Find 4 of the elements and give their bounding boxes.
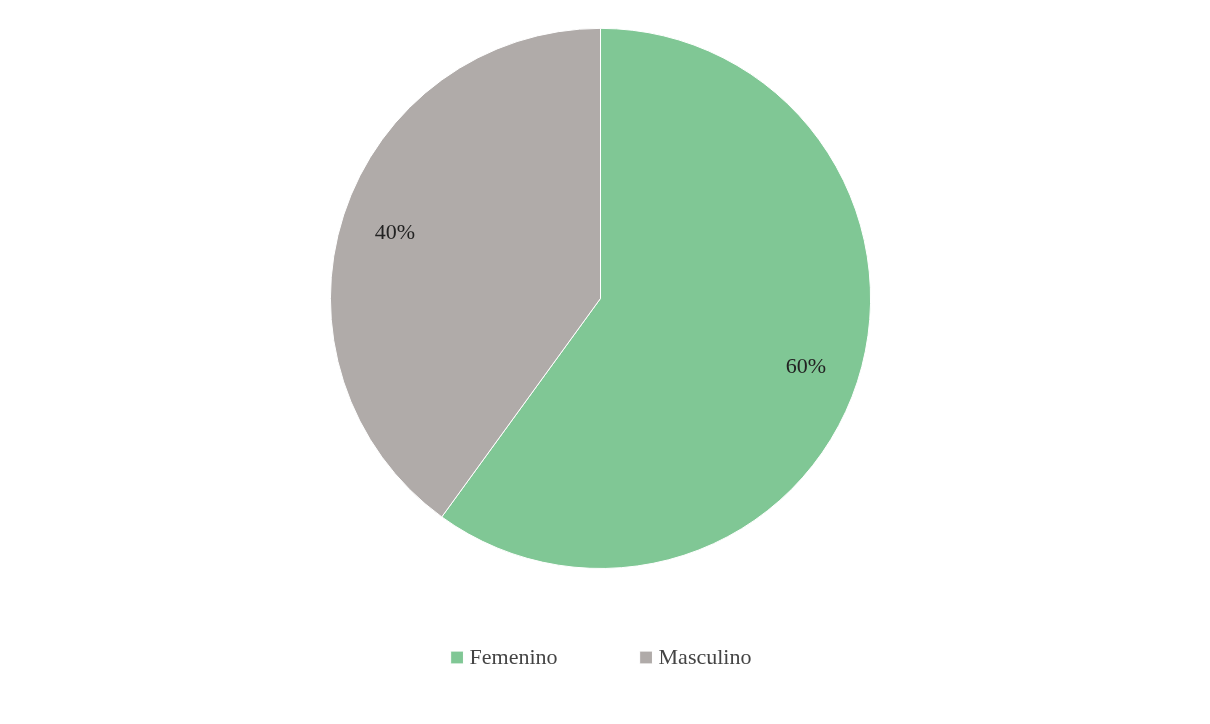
data-label: 60% bbox=[785, 352, 827, 378]
legend-label: Masculino bbox=[658, 644, 752, 670]
data-label: 40% bbox=[374, 219, 416, 245]
legend-label: Femenino bbox=[469, 644, 558, 670]
